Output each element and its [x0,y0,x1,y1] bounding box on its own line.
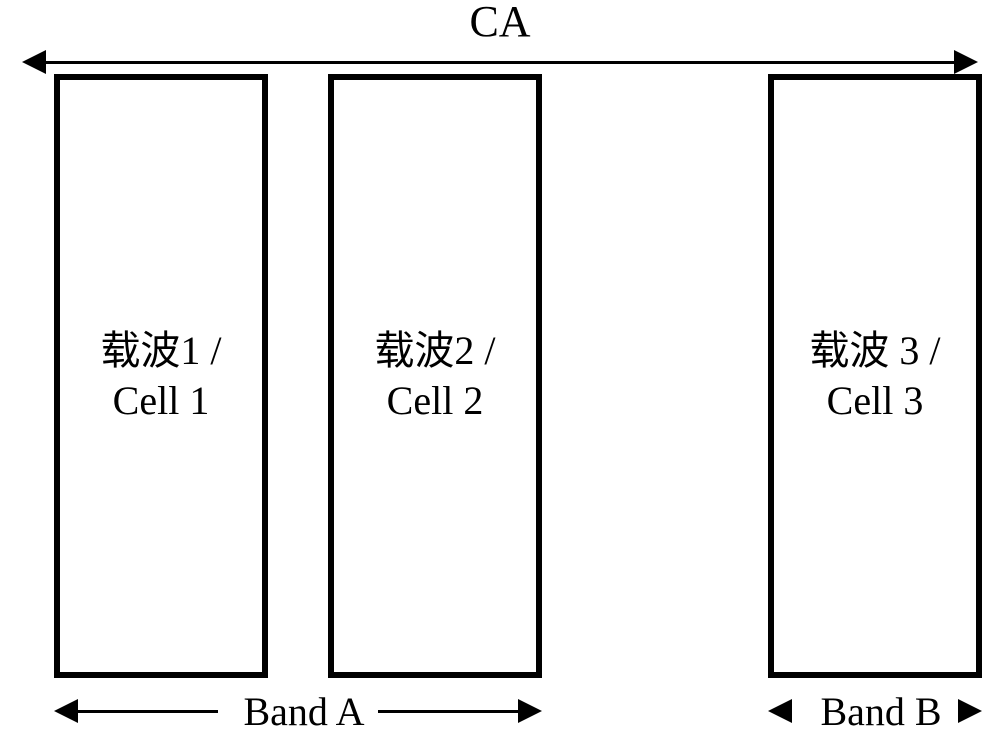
carrier-cell-3: 载波 3 / Cell 3 [768,74,982,678]
band-b-label: Band B [801,690,961,734]
band-b-arrow: Band B [768,690,982,734]
ca-title: CA [0,0,1000,44]
carrier-cell-2: 载波2 / Cell 2 [328,74,542,678]
arrowhead-left-icon [768,699,792,723]
band-a-line-left [77,710,218,713]
arrowhead-right-icon [954,50,978,74]
cell1-label-en: Cell 1 [113,376,210,426]
diagram-canvas: CA 载波1 / Cell 1 载波2 / Cell 2 载波 3 / Cell… [0,0,1000,752]
band-a-line-right [378,710,519,713]
cell1-label-cn: 载波1 / [100,326,221,376]
cell3-label-cn: 载波 3 / [809,326,940,376]
ca-span-arrow [22,50,978,74]
carrier-cell-1: 载波1 / Cell 1 [54,74,268,678]
arrowhead-right-icon [958,699,982,723]
cell2-label-en: Cell 2 [387,376,484,426]
cell3-label-en: Cell 3 [827,376,924,426]
arrowhead-right-icon [518,699,542,723]
band-a-label: Band A [218,690,390,734]
cell2-label-cn: 载波2 / [374,326,495,376]
band-a-arrow: Band A [54,690,542,734]
ca-arrow-line [45,61,955,64]
arrowhead-left-icon [22,50,46,74]
arrowhead-left-icon [54,699,78,723]
